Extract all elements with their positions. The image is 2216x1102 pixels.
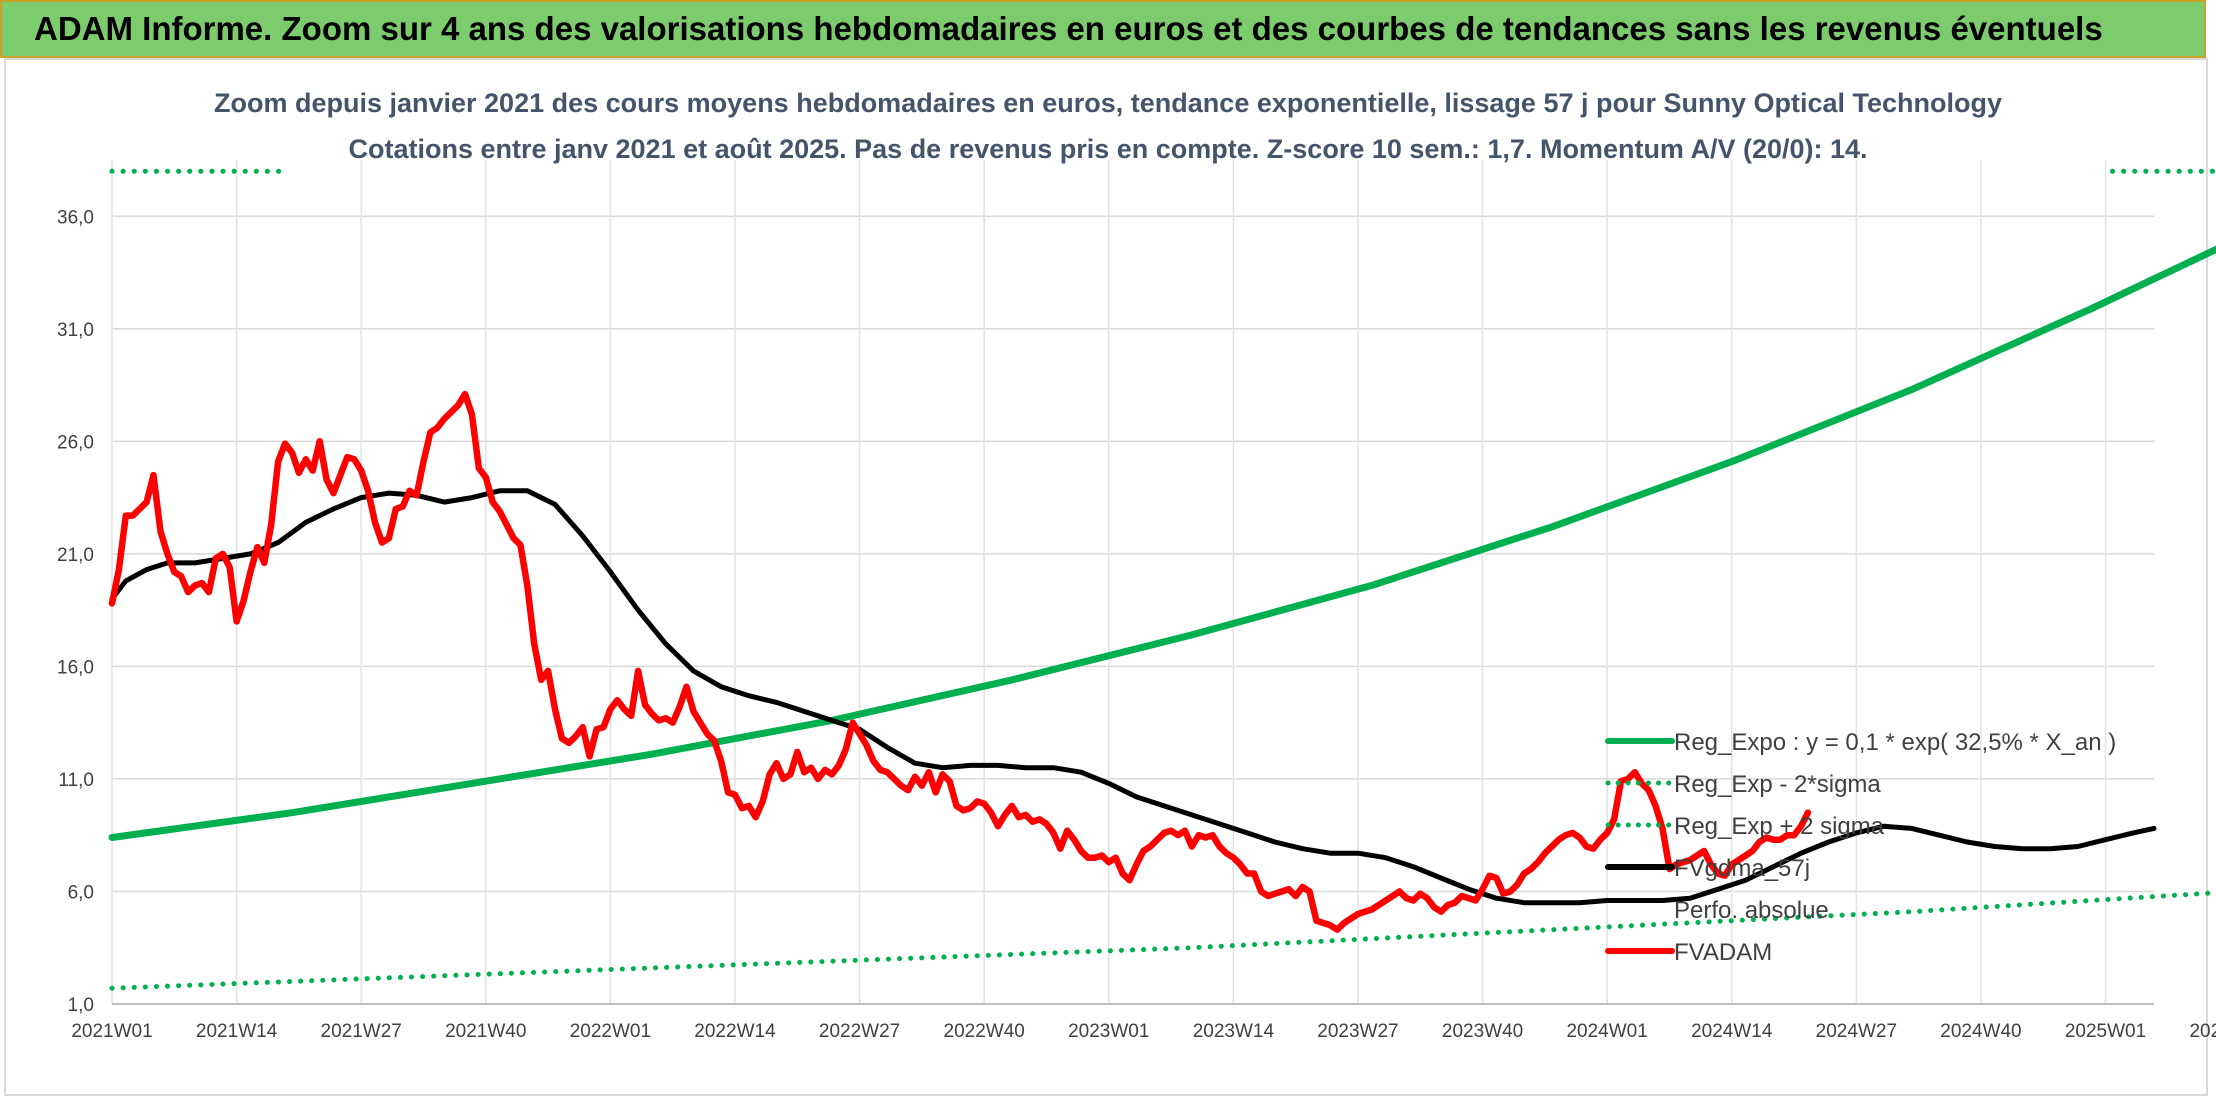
legend-label: FVgdma_57j [1674,855,1810,882]
chart-subtitle: Cotations entre janv 2021 et août 2025. … [348,134,1868,164]
x-tick-label: 2023W01 [1068,1021,1149,1042]
y-tick-label: 36,0 [57,207,94,228]
x-tick-label: 2024W40 [1940,1021,2021,1042]
series-line-5 [108,390,1812,933]
x-tick-label: 2022W14 [694,1021,776,1042]
report-title: ADAM Informe. Zoom sur 4 ans des valoris… [34,10,2103,47]
y-tick-label: 11,0 [58,770,94,791]
x-tick-label: 2023W14 [1193,1021,1275,1042]
x-tick-label: 2023W27 [1317,1021,1398,1042]
legend-label: Reg_Exp + 2 sigma [1674,813,1885,840]
y-tick-label: 21,0 [57,545,94,566]
x-tick-label: 2021W27 [321,1021,402,1042]
series-line-1 [109,890,2216,991]
y-tick-label: 31,0 [57,320,94,341]
x-tick-label: 2024W01 [1566,1021,1647,1042]
x-tick-label: 2022W27 [819,1021,900,1042]
chart-frame [4,58,2208,1096]
legend-label: FVADAM [1674,939,1772,966]
legend-label: Reg_Expo : y = 0,1 * exp( 32,5% * X_an ) [1674,729,2116,756]
x-tick-label: 2022W40 [944,1021,1025,1042]
gridlines [111,160,2154,1005]
x-tick-label: 2025W01 [2065,1021,2146,1042]
series-line-0 [108,245,2216,841]
x-tick-label: 2021W01 [71,1021,152,1042]
x-tick-label: 2023W40 [1442,1021,1523,1042]
x-tick-label: 2022W01 [570,1021,651,1042]
y-tick-label: 1,0 [68,995,94,1016]
x-tick-label: 2021W40 [445,1021,526,1042]
y-tick-label: 6,0 [68,882,94,903]
axes: 1,0 6,0 11,0 16,0 21,0 26,0 31,0 36,0 2021W01 202… [57,207,2216,1042]
chart-title: Zoom depuis janvier 2021 des cours moyen… [213,88,2002,118]
legend-label: Perfo. absolue [1674,897,1829,924]
y-tick-label: 26,0 [57,432,94,453]
y-tick-label: 16,0 [57,657,94,678]
x-tick-label: 2024W27 [1816,1021,1897,1042]
x-tick-label: 2021W14 [196,1021,278,1042]
legend-label: Reg_Exp - 2*sigma [1674,771,1881,798]
x-tick-label: 2024W14 [1691,1021,1773,1042]
report-banner: ADAM Informe. Zoom sur 4 ans des valoris… [0,0,2206,58]
x-tick-label: 2025W14 [2189,1021,2216,1042]
legend: Reg_Expo : y = 0,1 * exp( 32,5% * X_an )… [1605,729,2116,966]
series [108,168,2216,991]
series-line-3 [109,488,2157,906]
